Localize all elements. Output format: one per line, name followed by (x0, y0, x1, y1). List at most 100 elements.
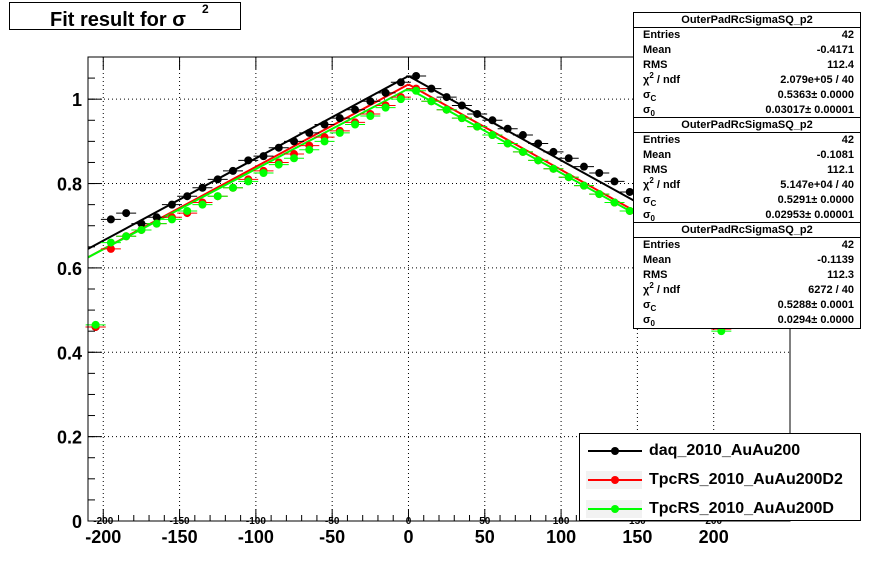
data-point (381, 88, 390, 97)
stats-box: OuterPadRcSigmaSQ_p2 Entries 42 Mean -0.4171… (633, 12, 861, 119)
x-tick-label: 0 (403, 527, 413, 547)
stats-value: 0.5288± 0.0001 (777, 299, 854, 311)
data-point (244, 156, 253, 165)
stats-row-s0: σ0 0.0294± 0.0000 (634, 313, 860, 328)
data-point (579, 181, 588, 190)
data-point (473, 122, 482, 131)
x-tick-label: 50 (475, 527, 495, 547)
x-tick-label: -50 (319, 527, 345, 547)
data-point (167, 215, 176, 224)
stats-value: 42 (841, 239, 854, 251)
data-point (488, 116, 497, 125)
data-point (610, 198, 619, 207)
stats-key: RMS (643, 164, 668, 176)
data-point (549, 164, 558, 173)
stats-row-mean: Mean -0.1081 (634, 148, 860, 163)
stats-value: 112.1 (827, 164, 854, 176)
stats-row-sc: σC 0.5363± 0.0000 (634, 88, 860, 103)
stats-key: RMS (643, 59, 668, 71)
stats-key: Entries (643, 239, 681, 251)
data-point (381, 103, 390, 112)
x-top-tick-label: 200 (705, 516, 722, 527)
y-tick-label: 0.2 (57, 428, 82, 448)
data-point (717, 327, 726, 336)
stats-key: χ2 / ndf (643, 281, 681, 296)
x-top-tick-label: -100 (246, 516, 266, 527)
y-tick-label: 0.8 (57, 175, 82, 195)
data-point (106, 244, 115, 253)
data-point (91, 320, 100, 329)
chart-title-superscript: 2 (202, 2, 209, 16)
data-point (625, 187, 634, 196)
data-point (366, 112, 375, 121)
stats-value: 0.0294± 0.0000 (777, 314, 854, 326)
data-point (213, 192, 222, 201)
legend-label: daq_2010_AuAu200 (649, 442, 801, 459)
data-point (518, 147, 527, 156)
data-point (351, 105, 360, 114)
x-top-tick-label: 150 (629, 516, 646, 527)
data-point (122, 232, 131, 241)
x-top-tick-label: 0 (406, 516, 412, 527)
stats-key: σ0 (643, 104, 655, 118)
y-tick-label: 0.4 (57, 343, 82, 363)
data-point (213, 175, 222, 184)
data-point (595, 190, 604, 199)
stats-row-sc: σC 0.5288± 0.0001 (634, 298, 860, 313)
stats-key: Entries (643, 29, 681, 41)
x-top-tick-label: 50 (479, 516, 491, 527)
legend-entry: daq_2010_AuAu200 (580, 436, 860, 465)
stats-row-entries: Entries 42 (634, 28, 860, 43)
stats-key: Mean (643, 44, 672, 56)
stats-row-chi: χ2 / ndf 2.079e+05 / 40 (634, 71, 860, 88)
x-tick-label: -200 (85, 527, 121, 547)
x-top-tick-label: -50 (325, 516, 340, 527)
data-point (595, 169, 604, 177)
stats-row-rms: RMS 112.3 (634, 268, 860, 283)
data-point (106, 215, 115, 224)
stats-value: -0.4171 (816, 44, 854, 56)
data-point (152, 213, 161, 222)
data-point (183, 206, 192, 215)
data-point (518, 131, 527, 140)
stats-value: 0.02953± 0.00001 (765, 209, 854, 221)
data-point (549, 147, 558, 156)
data-point (228, 166, 237, 175)
data-point (274, 160, 283, 169)
stats-row-s0: σ0 0.03017± 0.00001 (634, 103, 860, 118)
legend-dot (611, 505, 619, 513)
x-top-tick-label: -200 (93, 516, 113, 527)
stats-value: 42 (841, 134, 854, 146)
data-point (412, 86, 421, 95)
data-point (427, 97, 436, 106)
data-point (396, 95, 405, 104)
chart-title-box: Fit result for σ 2 (9, 2, 241, 31)
x-tick-label: 150 (622, 527, 652, 547)
data-point (503, 139, 512, 148)
legend-label: TpcRS_2010_AuAu200D2 (649, 471, 843, 488)
data-point (488, 131, 497, 140)
stats-box: OuterPadRcSigmaSQ_p2 Entries 42 Mean -0.1139… (633, 222, 861, 329)
data-point (564, 154, 573, 163)
data-point (320, 120, 329, 129)
x-tick-label: -100 (238, 527, 274, 547)
data-point (305, 128, 314, 137)
stats-row-entries: Entries 42 (634, 133, 860, 148)
stats-row-chi: χ2 / ndf 5.147e+04 / 40 (634, 176, 860, 193)
data-point (335, 114, 344, 123)
chart-title: Fit result for σ (50, 9, 186, 31)
data-point (167, 200, 176, 209)
data-point (625, 206, 634, 215)
stats-row-rms: RMS 112.1 (634, 163, 860, 178)
stats-row-mean: Mean -0.4171 (634, 43, 860, 58)
data-point (305, 145, 314, 154)
y-tick-label: 0.6 (57, 259, 82, 279)
data-point (427, 84, 436, 93)
data-point (534, 156, 543, 165)
stats-title: OuterPadRcSigmaSQ_p2 (634, 118, 860, 133)
stats-key: Mean (643, 254, 672, 266)
data-point (198, 183, 207, 192)
data-point (564, 173, 573, 182)
data-point (534, 139, 543, 148)
